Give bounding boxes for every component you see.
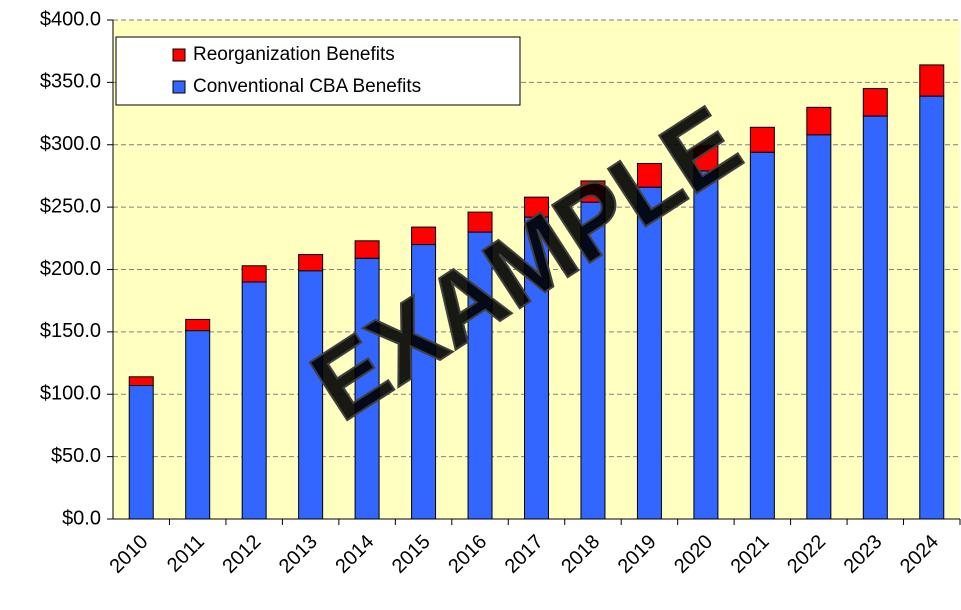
bar-segment — [185, 318, 211, 332]
bar-segment — [411, 226, 437, 246]
bar-segment — [411, 244, 437, 520]
x-tick-label: 2023 — [840, 531, 887, 578]
bar-segment — [919, 95, 945, 520]
bar-segment — [693, 170, 719, 520]
bar-segment — [298, 254, 324, 272]
bar-segment — [919, 64, 945, 97]
x-tick-label: 2011 — [163, 531, 209, 577]
y-tick-label: $100.0 — [40, 383, 101, 405]
bar-segment — [580, 180, 606, 203]
bar-segment — [185, 330, 211, 520]
bar-segment — [524, 216, 549, 520]
bar-segment — [749, 126, 775, 153]
x-tick-label: 2013 — [275, 531, 322, 578]
y-tick-label: $350.0 — [40, 71, 101, 93]
bar-segment — [636, 186, 662, 520]
y-tick-label: $150.0 — [40, 320, 101, 342]
x-tick-label: 2015 — [388, 531, 435, 578]
y-tick-label: $50.0 — [51, 445, 101, 467]
bar-segment — [241, 265, 267, 283]
bar-segment — [749, 151, 775, 520]
x-tick-label: 2014 — [331, 531, 378, 578]
bar-segment — [580, 201, 606, 520]
bar-segment — [354, 240, 380, 259]
x-tick-label: 2022 — [783, 531, 830, 578]
x-tick-label: 2018 — [557, 531, 604, 578]
bar-segment — [241, 281, 267, 520]
bar-segment — [636, 162, 662, 188]
bar-segment — [693, 145, 719, 172]
bar-segment — [128, 385, 154, 520]
x-tick-label: 2016 — [444, 531, 491, 578]
legend-label: Conventional CBA Benefits — [193, 76, 421, 97]
x-tick-label: 2024 — [896, 531, 943, 578]
y-tick-label: $250.0 — [40, 195, 101, 217]
bar-segment — [524, 196, 549, 218]
y-tick-label: $300.0 — [40, 133, 101, 155]
x-tick-label: 2019 — [614, 531, 661, 578]
x-tick-label: 2017 — [501, 531, 548, 578]
x-tick-label: 2021 — [727, 531, 774, 578]
bar-segment — [862, 88, 888, 117]
bar-segment — [128, 376, 154, 387]
bar-segment — [862, 115, 888, 520]
y-tick-label: $200.0 — [40, 258, 101, 280]
bar-segment — [298, 270, 324, 520]
x-tick-label: 2020 — [670, 531, 717, 578]
legend-swatch — [172, 48, 186, 62]
bar-segment — [806, 134, 832, 520]
y-tick-label: $0.0 — [62, 507, 101, 529]
bar-segment — [467, 211, 493, 233]
legend-swatch — [172, 80, 186, 94]
legend-box — [115, 36, 521, 106]
bar-segment — [806, 106, 832, 136]
x-tick-label: 2010 — [105, 531, 152, 578]
legend-label: Reorganization Benefits — [193, 44, 395, 65]
y-tick-label: $400.0 — [40, 8, 101, 30]
x-tick-label: 2012 — [218, 531, 265, 578]
